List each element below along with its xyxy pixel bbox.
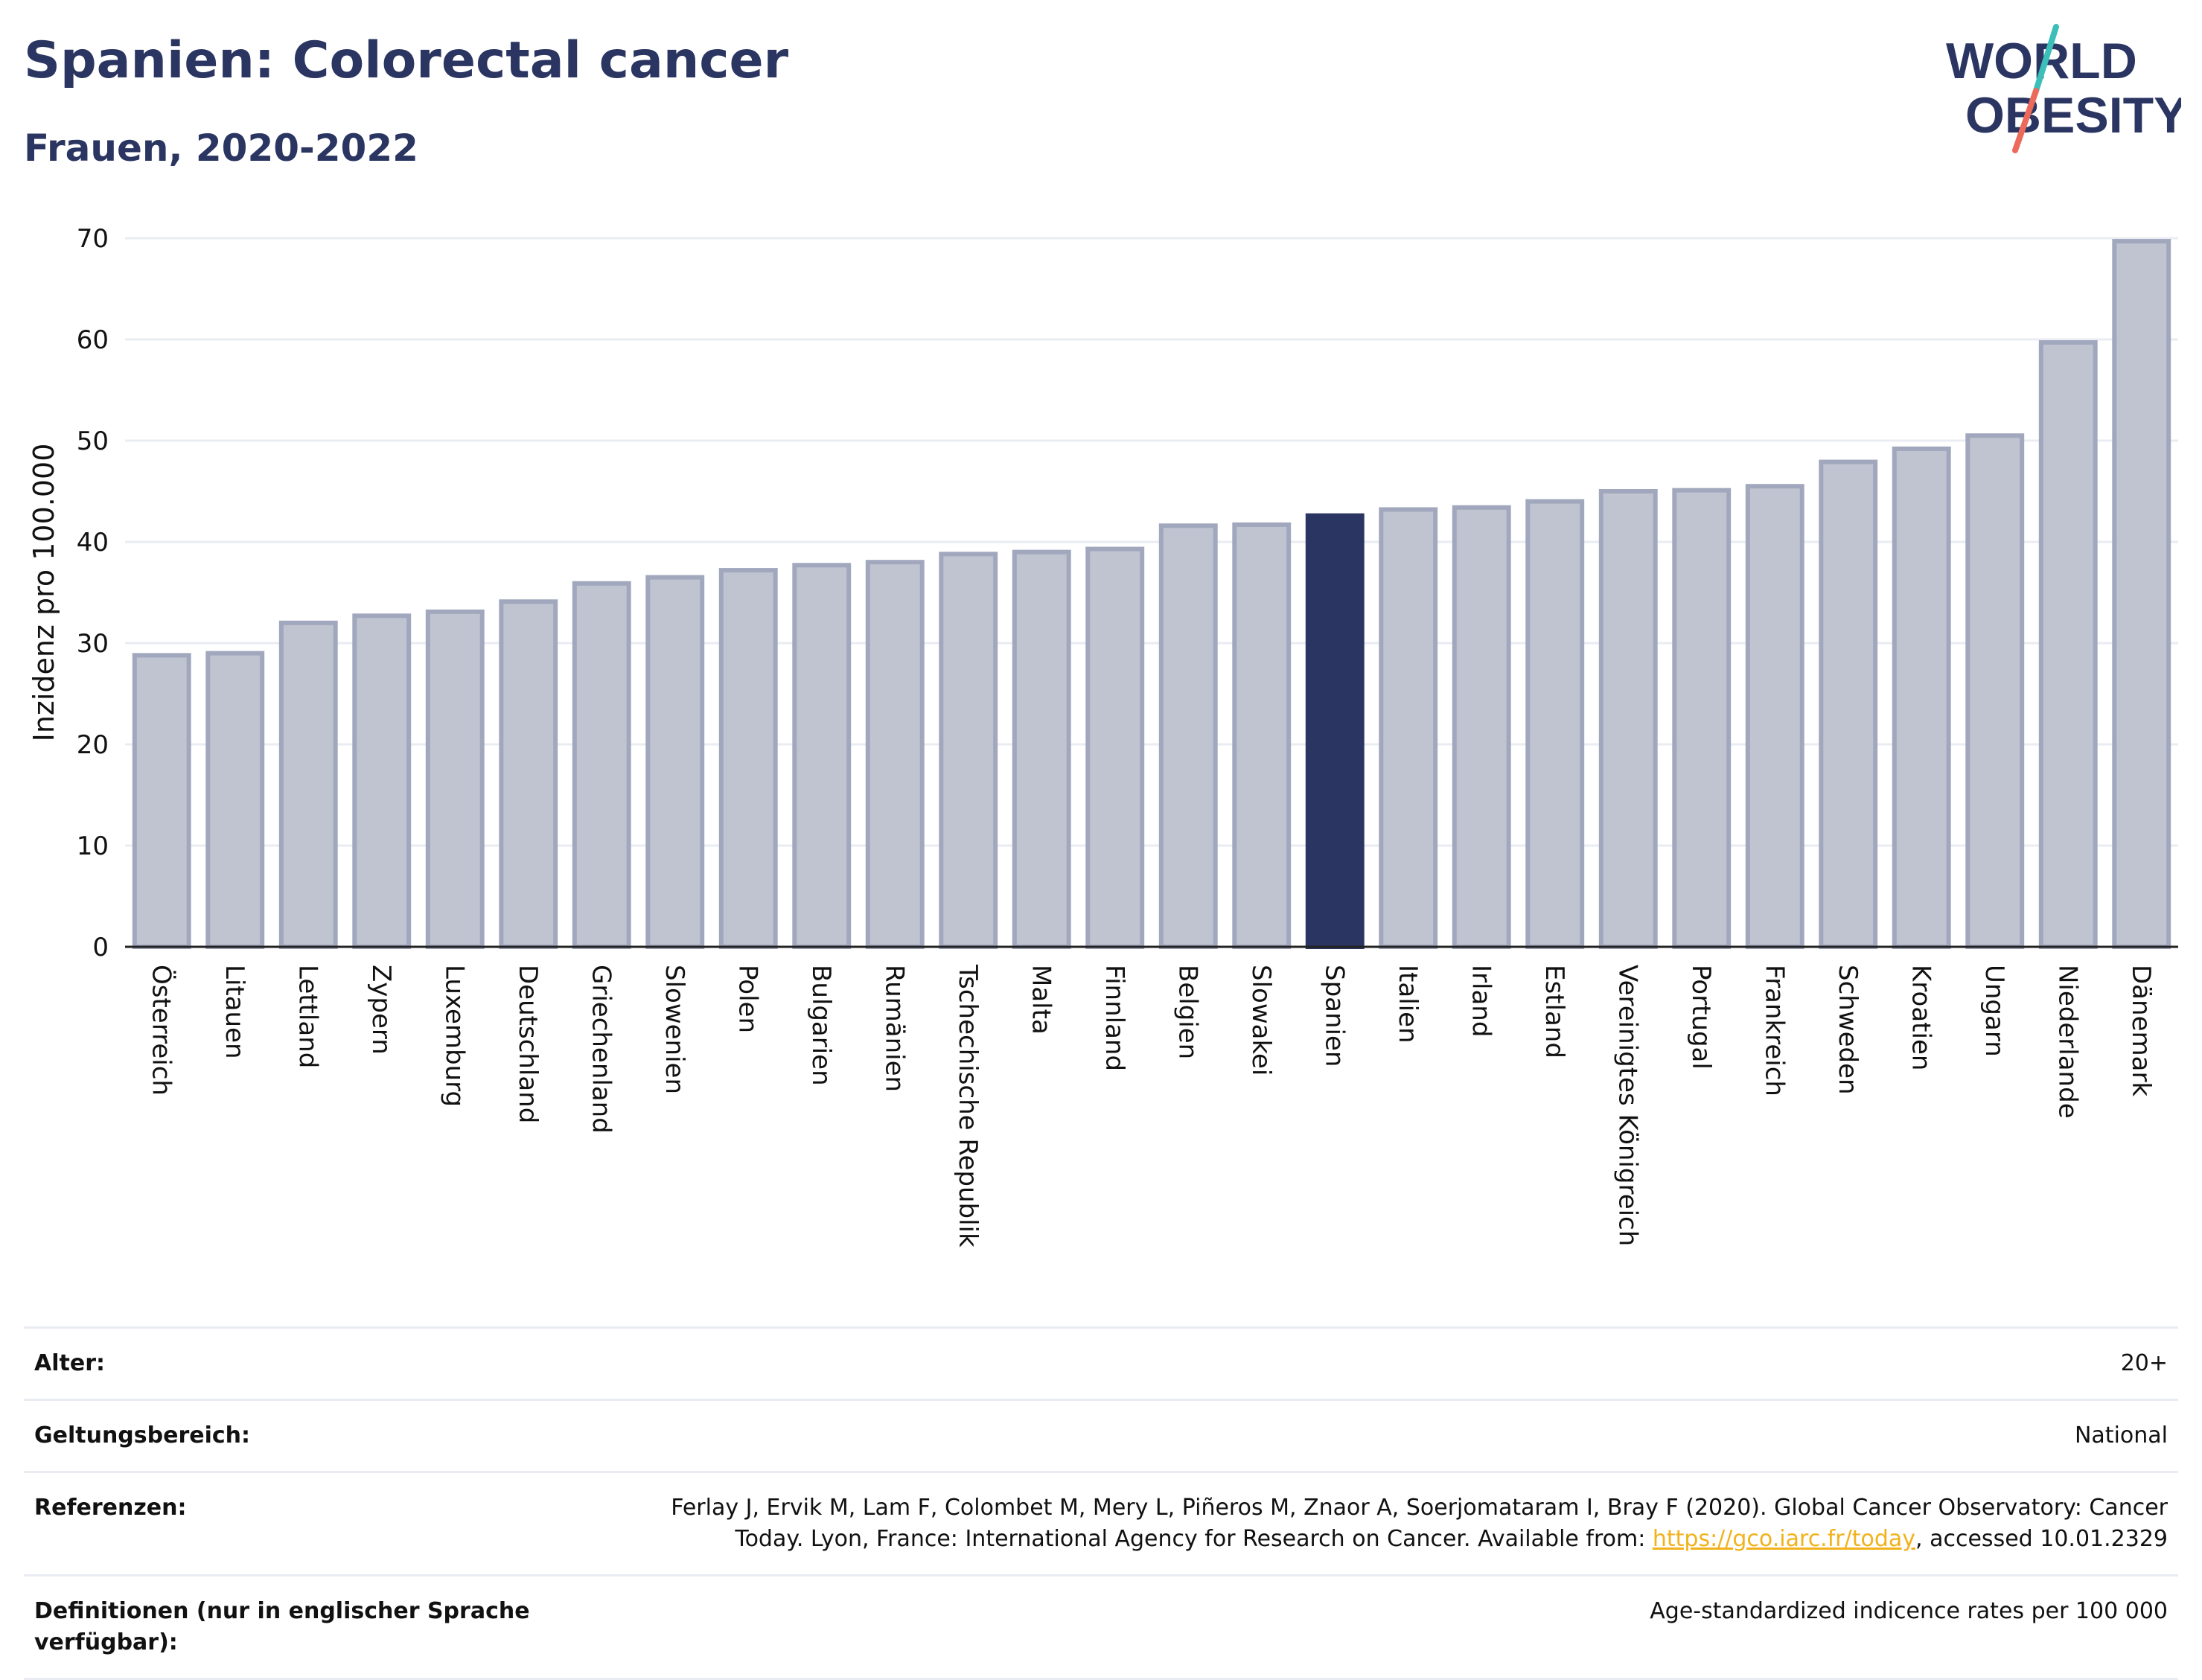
x-tick-label: Estland [1539,965,1569,1058]
meta-label: Alter: [34,1350,105,1376]
meta-label: Referenzen: [34,1495,187,1521]
y-tick-label: 0 [92,933,109,962]
bar [1525,499,1585,950]
meta-row-definitions: Definitionen (nur in englischer Sprache … [24,1574,2178,1680]
x-tick-label: Deutschland [513,965,543,1123]
bar [205,651,265,949]
reference-accessed: , accessed 10.01.2329 [1915,1526,2168,1552]
y-tick-label: 40 [77,528,109,558]
reference-link[interactable]: https://gco.iarc.fr/today [1652,1526,1916,1552]
x-tick-label: Rumänien [879,965,909,1092]
bar [1232,522,1292,949]
bar-chart: 0 10 20 30 40 50 60 70 Inzidenz pro 100.000 Öster… [28,224,2178,1248]
bar [1305,513,1365,949]
y-tick-label: 50 [77,427,109,456]
bar [718,568,778,949]
chart-title: Spanien: Colorectal cancer [24,31,789,90]
bar [572,581,631,949]
meta-value: National [2074,1422,2168,1449]
bar [499,599,558,949]
x-tick-label: Irland [1466,965,1496,1037]
x-tick-label: Portugal [1686,965,1716,1070]
x-tick-label: Zypern [366,965,396,1055]
bar [1819,459,1878,949]
meta-label: Definitionen (nur in englischer Sprache … [34,1598,530,1655]
x-tick-label: Malta [1026,965,1056,1035]
bar [645,575,705,949]
x-tick-label: Ungarn [1979,965,2009,1057]
x-tick-label: Italien [1393,965,1423,1044]
meta-label: Geltungsbereich: [34,1422,251,1449]
bar [1379,507,1438,950]
x-tick-label: Belgien [1172,965,1202,1059]
bar [1965,433,2025,949]
y-axis-label: Inzidenz pro 100.000 [28,444,60,742]
x-tick-label: Bulgarien [806,965,836,1086]
bar [792,563,852,949]
x-tick-label: Frankreich [1759,965,1789,1096]
bar [1452,505,1511,949]
logo-slash-coral [2012,88,2039,153]
bar [132,653,191,949]
meta-value: Age-standardized indicence rates per 100… [1650,1598,2168,1624]
x-tick-label: Spanien [1319,965,1349,1067]
meta-row-scope: Geltungsbereich: National [24,1399,2178,1471]
bar [278,620,338,949]
meta-value: 20+ [2120,1350,2168,1376]
bar [352,613,412,950]
bar [1158,523,1218,949]
meta-row-references: Referenzen: Ferlay J, Ervik M, Lam F, Co… [24,1471,2178,1574]
y-tick-label: 70 [77,224,109,254]
bar [2112,239,2171,949]
x-tick-label: Polen [733,965,762,1033]
bar [939,552,998,949]
x-tick-label: Dänemark [2126,965,2156,1096]
x-tick-label: Tschechische Republik [953,964,983,1248]
bar [1672,488,1732,949]
metadata-table: Alter: 20+ Geltungsbereich: National Ref… [24,1326,2178,1680]
x-tick-label: Schweden [1833,965,1863,1095]
x-tick-label: Finnland [1100,965,1129,1071]
bar [1598,489,1658,949]
bar [2038,340,2098,949]
logo-line-2: OBESITY [1965,87,2181,144]
meta-value: Ferlay J, Ervik M, Lam F, Colombet M, Me… [604,1492,2168,1555]
x-tick-label: Niederlande [2052,965,2082,1119]
x-tick-label: Luxemburg [439,965,469,1107]
x-tick-label: Slowenien [660,965,689,1094]
chart-subtitle: Frauen, 2020-2022 [24,127,418,170]
x-tick-label: Slowakei [1246,965,1276,1076]
x-tick-label: Griechenland [586,965,616,1134]
y-tick-label: 60 [77,325,109,355]
y-tick-label: 30 [77,629,109,659]
bar [865,560,925,949]
x-tick-label: Vereinigtes Königreich [1612,965,1642,1246]
x-tick-label: Kroatien [1906,965,1935,1070]
bar [1745,484,1804,949]
x-tick-label: Litauen [220,965,249,1059]
y-tick-label: 10 [77,831,109,861]
logo-slash-teal [2033,24,2059,94]
bar [1012,549,1071,950]
x-tick-label: Österreich [146,965,176,1096]
meta-row-age: Alter: 20+ [24,1326,2178,1399]
x-tick-label: Lettland [293,965,322,1068]
y-tick-label: 20 [77,730,109,760]
reference-text: Ferlay J, Ervik M, Lam F, Colombet M, Me… [671,1495,2168,1552]
world-obesity-logo: WORLD OBESITY [1946,24,2181,153]
bar [425,609,485,950]
bar [1085,546,1145,949]
bar [1892,446,1951,949]
